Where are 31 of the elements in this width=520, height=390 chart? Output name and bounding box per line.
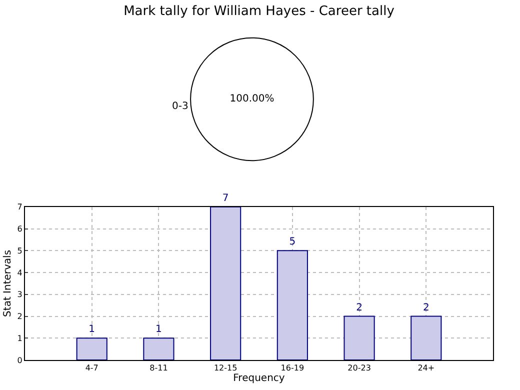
x-tick-label: 20-23: [348, 364, 371, 373]
x-tick-label: 24+: [418, 364, 435, 373]
bar: [143, 338, 174, 360]
x-tick-label: 16-19: [280, 364, 304, 373]
y-tick-label: 7: [17, 202, 22, 212]
bar: [410, 316, 442, 360]
x-tick-label: 4-7: [85, 364, 98, 373]
bar: [344, 316, 375, 360]
data-label: 2: [356, 302, 362, 314]
data-label: 1: [88, 324, 96, 336]
x-axis-title: Frequency: [233, 373, 285, 384]
chart-title: Mark tally for William Hayes - Career tally: [124, 4, 395, 19]
bar: [76, 338, 108, 360]
x-tick-label: 8-11: [150, 364, 168, 373]
data-label: 2: [422, 302, 430, 314]
y-tick-label: 1: [17, 334, 22, 343]
data-label: 1: [156, 324, 162, 336]
y-tick-label: 3: [17, 290, 22, 300]
data-label: 100.00%: [230, 94, 274, 105]
y-axis-title: Stat Intervals: [2, 250, 14, 317]
data-label: 7: [222, 192, 229, 204]
y-tick-label: 0: [17, 356, 22, 365]
y-tick-label: 4: [17, 268, 22, 278]
y-tick-label: 6: [17, 224, 22, 234]
y-tick-label: 2: [17, 312, 22, 322]
bar: [276, 250, 308, 360]
x-tick-label: 12-15: [214, 364, 238, 373]
bar: [210, 206, 242, 360]
data-label: 5: [289, 236, 296, 248]
slice-label: 0-3: [172, 101, 188, 112]
y-tick-label: 5: [17, 246, 22, 256]
